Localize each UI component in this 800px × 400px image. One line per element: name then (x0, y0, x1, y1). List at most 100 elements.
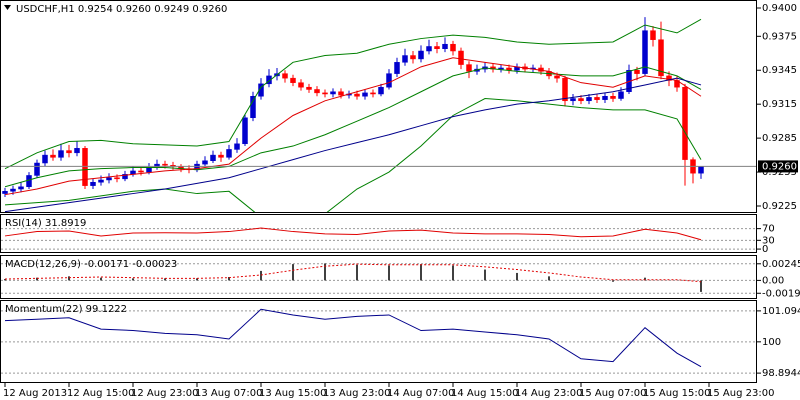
indicator-line (4, 263, 702, 283)
y-tick-label: 100 (762, 337, 781, 348)
current-price-label: 0.9260 (762, 161, 797, 172)
panel-plot (1, 263, 756, 294)
y-tick-label: 0.9315 (762, 99, 797, 110)
candle-body (42, 154, 48, 164)
candle-body (2, 191, 8, 194)
candle-body (210, 154, 216, 161)
candle-body (362, 92, 368, 97)
candle-body (106, 177, 112, 181)
candle-body (34, 162, 40, 176)
candle-body (450, 43, 456, 52)
candle-body (586, 97, 592, 102)
x-tick-label: 13 Aug 15:00 (259, 388, 326, 399)
candle-body (122, 174, 128, 180)
x-tick-label: 15 Aug 07:00 (579, 388, 646, 399)
x-tick-label: 14 Aug 07:00 (387, 388, 454, 399)
candle-body (554, 75, 560, 79)
y-tick-label: 0.9375 (762, 31, 797, 42)
candle-body (578, 98, 584, 102)
y-tick-label: 0 (762, 244, 768, 255)
candle-body (370, 92, 376, 95)
candle-body (114, 177, 120, 180)
momentum-panel (0, 300, 757, 383)
candle-body (66, 150, 72, 154)
candle-body (418, 50, 424, 60)
y-tick-label: 0.9225 (762, 201, 797, 212)
candle-body (306, 86, 312, 90)
candle-body (26, 175, 32, 188)
y-tick-label: 98.8944 (762, 368, 800, 379)
candle-body (618, 91, 624, 99)
indicator-line (4, 18, 702, 170)
candle-body (266, 75, 272, 85)
indicator-line (4, 77, 702, 212)
indicator-line (4, 308, 702, 368)
candle-body (458, 50, 464, 65)
panel-title: MACD(12,26,9) -0.00171 -0.00023 (5, 259, 177, 270)
y-tick-label: 101.0945 (762, 306, 800, 317)
candle-body (570, 98, 576, 102)
candle-body (82, 148, 88, 186)
candle-body (322, 92, 328, 95)
candle-body (642, 30, 648, 74)
candle-body (562, 77, 568, 102)
candle-body (282, 73, 288, 79)
x-tick-label: 12 Aug 23:00 (131, 388, 198, 399)
candle-body (290, 77, 296, 83)
panel-frames (0, 0, 757, 383)
y-tick-label: 70 (762, 224, 775, 235)
candle-body (50, 154, 56, 158)
candle-body (98, 179, 104, 183)
candle-body (338, 91, 344, 96)
candle-body (466, 64, 472, 72)
candle-body (138, 170, 144, 173)
candle-body (258, 83, 264, 97)
candle-body (394, 62, 400, 74)
indicator-line (4, 98, 702, 212)
y-tick-label: 0.9400 (762, 3, 797, 14)
candle-body (594, 97, 600, 100)
x-tick-label: 15 Aug 15:00 (643, 388, 710, 399)
panel-title: RSI(14) 31.8919 (5, 218, 86, 229)
menu-arrow[interactable] (4, 5, 11, 10)
x-tick-label: 14 Aug 15:00 (451, 388, 518, 399)
macd-panel (0, 255, 757, 299)
candle-body (698, 166, 704, 174)
x-tick-label: 13 Aug 07:00 (195, 388, 262, 399)
rsi-panel (0, 214, 757, 253)
candle-body (498, 67, 504, 70)
candle-body (386, 73, 392, 88)
current-price-box (758, 160, 798, 173)
y-tick-label: -0.0019 (762, 288, 800, 299)
candle-body (154, 163, 160, 168)
candle-body (58, 150, 64, 158)
candle-body (18, 186, 24, 190)
candle-body (10, 188, 16, 192)
x-tick-label: 15 Aug 23:00 (707, 388, 774, 399)
panel-title: Momentum(22) 99.1222 (5, 304, 127, 315)
panel-title: USDCHF,H1 0.9254 0.9260 0.9249 0.9260 (16, 4, 227, 15)
candle-body (378, 86, 384, 95)
indicator-line (4, 57, 702, 196)
y-tick-label: 0.00245 (762, 259, 800, 270)
x-tick-label: 12 Aug 2013 (3, 388, 67, 399)
y-tick-label: 30 (762, 235, 775, 246)
candle-body (634, 69, 640, 74)
x-tick-label: 13 Aug 23:00 (323, 388, 390, 399)
candle-body (402, 55, 408, 63)
panel-plot (2, 17, 704, 212)
x-tick-label: 12 Aug 15:00 (67, 388, 134, 399)
x-tick-label: 14 Aug 23:00 (515, 388, 582, 399)
panel-plot (1, 227, 756, 250)
candle-body (242, 117, 248, 145)
y-tick-label: 0.9345 (762, 65, 797, 76)
y-tick-label: 0.9255 (762, 167, 797, 178)
candle-body (602, 96, 608, 100)
main-panel (0, 0, 757, 213)
candle-body (610, 96, 616, 99)
candle-body (650, 30, 656, 40)
candle-body (90, 181, 96, 186)
candle-body (666, 75, 672, 81)
candle-body (410, 55, 416, 60)
